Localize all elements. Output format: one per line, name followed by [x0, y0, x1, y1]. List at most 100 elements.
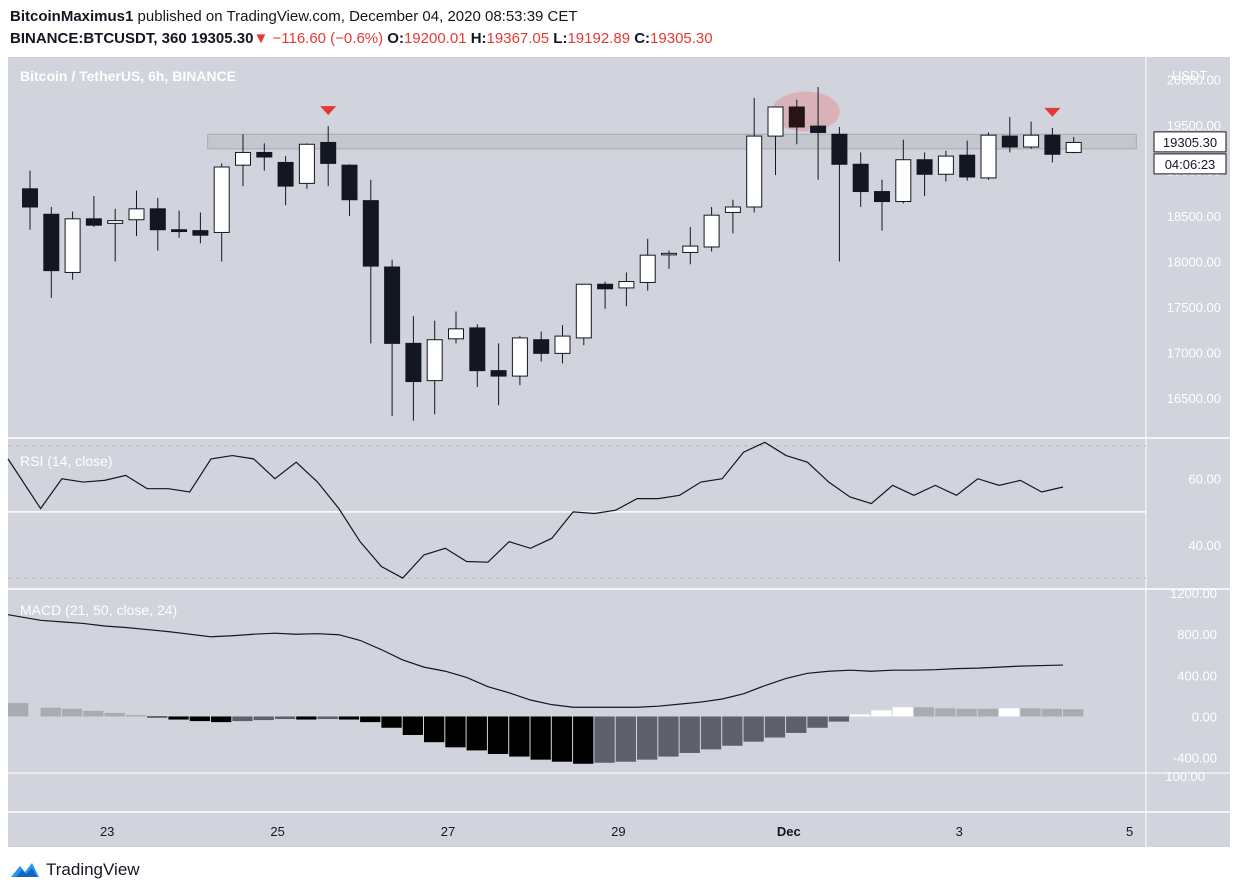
rsi-pane-title: RSI (14, close)	[20, 453, 113, 469]
candle	[213, 166, 230, 233]
candle	[107, 220, 124, 224]
macd-histogram-bar	[786, 716, 807, 733]
macd-histogram-bar	[147, 716, 168, 718]
currency-label: USDT	[1172, 68, 1207, 83]
macd-histogram-bar	[679, 716, 700, 753]
rsi-tick-label: 60.00	[1188, 472, 1221, 487]
candle	[426, 339, 443, 382]
candle	[1044, 134, 1061, 155]
macd-histogram-bar	[125, 714, 147, 717]
macd-histogram-bar	[360, 716, 381, 723]
macd-histogram-bar	[8, 703, 29, 717]
macd-histogram-bar	[253, 716, 274, 721]
last-price: 19305.30	[190, 30, 254, 47]
macd-histogram-bar	[402, 716, 423, 735]
macd-histogram-bar	[999, 708, 1020, 717]
macd-tick-label: 1200.00	[1170, 586, 1217, 601]
time-tick-label: 27	[441, 824, 455, 839]
last-price-tag-label: 19305.30	[1163, 135, 1217, 150]
time-tick-label: 23	[100, 824, 114, 839]
author-name[interactable]: BitcoinMaximus1	[10, 8, 134, 25]
macd-histogram-bar	[828, 716, 849, 722]
candle	[1065, 141, 1082, 153]
candle	[43, 213, 60, 272]
tradingview-logo[interactable]: TradingView	[10, 860, 140, 880]
countdown-tag	[1153, 153, 1227, 175]
macd-histogram-bar	[637, 716, 658, 760]
candle	[511, 337, 528, 377]
candle	[1023, 134, 1040, 148]
macd-histogram-bar	[1020, 708, 1041, 717]
candle	[980, 134, 997, 179]
macd-histogram-bar	[764, 716, 786, 738]
last-price-tag	[1153, 131, 1227, 153]
macd-histogram-bar	[743, 716, 764, 742]
candle	[810, 125, 827, 133]
candle	[597, 283, 614, 290]
candle	[320, 141, 337, 164]
price-pane-title: Bitcoin / TetherUS, 6h, BINANCE	[20, 68, 236, 84]
macd-histogram-bar	[296, 716, 317, 720]
candle	[22, 188, 38, 208]
price-tick-label: 18000.00	[1167, 255, 1221, 270]
countdown-tag-label: 04:06:23	[1165, 157, 1216, 172]
tradingview-logo-icon	[11, 863, 39, 877]
macd-histogram-bar	[381, 716, 402, 728]
ohlc-line: BINANCE:BTCUSDT, 360 19305.30▼ −116.60 (…	[10, 30, 713, 47]
candle	[490, 370, 507, 377]
time-tick-label: Dec	[777, 824, 801, 839]
candle	[128, 208, 145, 221]
down-arrow-icon: ▼	[253, 30, 269, 47]
macd-histogram-bar	[871, 710, 892, 717]
candle	[767, 106, 784, 137]
candle	[788, 106, 805, 128]
candle	[256, 151, 273, 158]
macd-histogram-bar	[232, 716, 253, 722]
price-change: −116.60 (−0.6%)	[272, 30, 384, 47]
macd-histogram-bar	[722, 716, 743, 746]
candle	[661, 252, 677, 256]
published-line: BitcoinMaximus1 published on TradingView…	[10, 8, 578, 25]
macd-histogram-bar	[807, 716, 828, 728]
time-tick-label: 3	[956, 824, 963, 839]
macd-histogram-bar	[445, 716, 466, 748]
resistance-zone	[207, 133, 1137, 150]
macd-histogram-bar	[487, 716, 509, 755]
candle	[746, 135, 763, 208]
price-tick-label: 20000.00	[1167, 73, 1221, 88]
macd-histogram-bar	[700, 716, 722, 750]
macd-histogram-bar	[892, 707, 913, 717]
low-label: L:	[553, 30, 568, 47]
macd-threshold-label: 100.00	[1165, 769, 1205, 784]
macd-histogram-bar	[509, 716, 530, 757]
macd-histogram-bar	[977, 708, 999, 717]
macd-histogram-bar	[424, 716, 445, 743]
candle	[1001, 135, 1018, 148]
macd-histogram-bar	[338, 716, 360, 720]
candle	[448, 328, 464, 340]
macd-histogram-bar	[83, 710, 104, 717]
candle	[895, 159, 912, 203]
macd-histogram-bar	[913, 707, 935, 717]
rsi-line	[7, 441, 1064, 579]
candle	[192, 230, 209, 236]
price-tick-label: 16500.00	[1167, 391, 1221, 406]
candle	[874, 191, 890, 203]
sell-marker-icon	[1044, 107, 1061, 117]
high-label: H:	[470, 30, 487, 47]
candle	[277, 161, 294, 187]
price-tick-label: 18500.00	[1167, 209, 1221, 224]
candle	[533, 339, 550, 354]
time-tick-label: 25	[270, 824, 284, 839]
macd-histogram-bar	[594, 716, 615, 763]
macd-histogram-bar	[1063, 709, 1084, 717]
macd-histogram-bar	[317, 716, 338, 720]
price-tick-label: 17500.00	[1167, 300, 1221, 315]
macd-histogram-bar	[615, 716, 636, 762]
macd-histogram-bar	[956, 708, 977, 717]
close-label: C:	[634, 30, 651, 47]
candle	[405, 342, 422, 383]
open-label: O:	[387, 30, 404, 47]
macd-histogram-bar	[658, 716, 679, 757]
